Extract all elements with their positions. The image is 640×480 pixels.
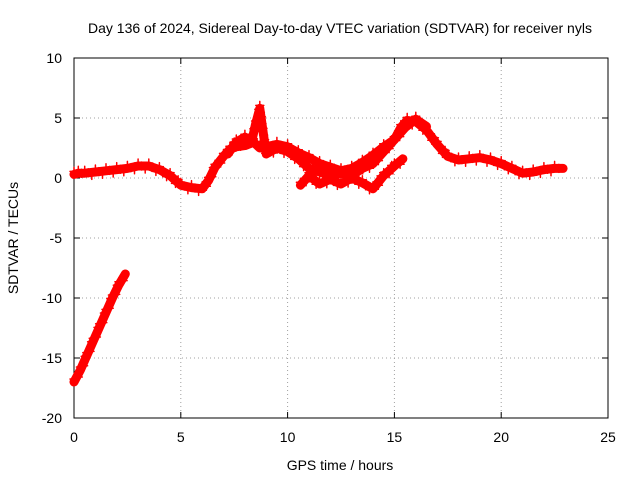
series-markers [295,158,405,195]
y-tick-label: -5 [50,230,63,246]
x-tick-label: 5 [177,429,185,445]
series-early-drift [69,269,130,387]
series-markers [223,111,428,178]
series-upper-branch [223,111,431,178]
x-tick-label: 0 [70,429,78,445]
x-tick-label: 20 [493,429,509,445]
y-tick-label: 5 [54,110,62,126]
axis-ticks [73,57,609,419]
y-tick-label: -15 [42,350,62,366]
data-series [69,100,568,387]
series-lower-branch [295,154,408,195]
series-markers [69,275,128,384]
x-tick-label: 15 [387,429,403,445]
y-tick-label: -10 [42,290,62,306]
x-tick-label: 25 [600,429,616,445]
chart-title: Day 136 of 2024, Sidereal Day-to-day VTE… [88,20,592,36]
y-tick-label: 0 [54,170,62,186]
x-axis-label: GPS time / hours [287,457,394,473]
x-tick-label: 10 [280,429,296,445]
y-tick-label: 10 [46,50,62,66]
y-tick-label: -20 [42,410,62,426]
y-axis-label: SDTVAR / TECUs [5,182,21,294]
